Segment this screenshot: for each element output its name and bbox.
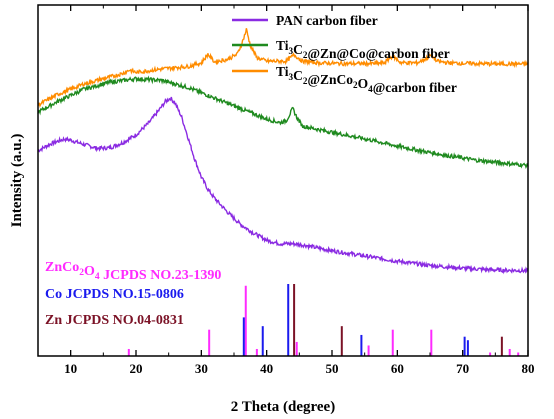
legend-label-2: Ti3C2@Zn@Co@carbon fiber: [276, 38, 450, 61]
x-axis-label: 2 Theta (degree): [231, 399, 335, 415]
series-line-3: [37, 28, 529, 108]
plot-frame: [37, 4, 529, 357]
y-axis-label: Intensity (a.u.): [9, 134, 25, 228]
x-axis-ticks: 10 20 30 40 50 60 70 80: [37, 5, 535, 376]
legend: PAN carbon fiber Ti3C2@Zn@Co@carbon fiber…: [232, 13, 457, 95]
series-layer: [37, 28, 529, 275]
series-line-2: [37, 75, 529, 170]
reference-label-1: ZnCo2O4 JCPDS NO.23-1390: [45, 260, 221, 283]
legend-label-1: PAN carbon fiber: [276, 13, 378, 28]
reference-label-3: Zn JCPDS NO.04-0831: [45, 313, 184, 328]
reference-label-2: Co JCPDS NO.15-0806: [45, 287, 184, 302]
reference-peaks-layer: [127, 284, 520, 356]
reference-labels: ZnCo2O4 JCPDS NO.23-1390 Co JCPDS NO.15-0…: [45, 260, 221, 328]
x-tick-label: 50: [326, 361, 339, 376]
x-tick-label: 10: [64, 361, 77, 376]
x-tick-label: 70: [456, 361, 469, 376]
x-tick-label: 40: [260, 361, 273, 376]
x-tick-label: 60: [391, 361, 404, 376]
series-line-1: [37, 96, 529, 275]
x-tick-label: 30: [195, 361, 208, 376]
legend-label-3: Ti3C2@ZnCo2O4@carbon fiber: [276, 64, 457, 95]
x-tick-label: 80: [522, 361, 535, 376]
x-tick-label: 20: [130, 361, 143, 376]
